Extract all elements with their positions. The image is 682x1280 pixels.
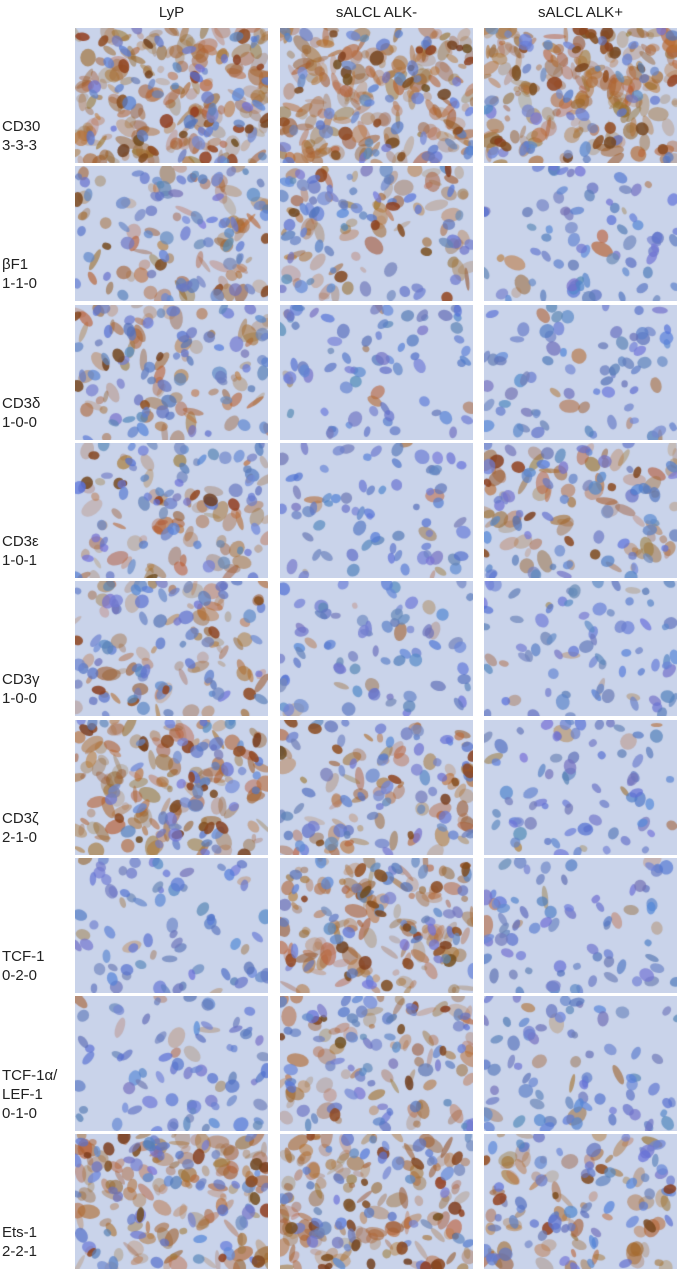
- micrograph-panel: [75, 996, 268, 1132]
- micrograph-panel: [280, 581, 473, 717]
- score-text: 1-1-0: [2, 275, 38, 293]
- micrograph-panel: [75, 581, 268, 717]
- marker-name: TCF-1: [2, 947, 45, 965]
- micrograph-panel: [75, 719, 268, 855]
- micrograph-panel: [75, 857, 268, 993]
- marker-name: LEF-1: [2, 1086, 43, 1104]
- row-label: Ets-1 2-2-1: [2, 1223, 37, 1261]
- micrograph-panel: [484, 996, 677, 1132]
- row-label: CD3ε 1-0-1: [2, 532, 39, 570]
- row-label: TCF-1α/LEF-1 0-1-0: [2, 1066, 57, 1123]
- micrograph-panel: [280, 442, 473, 578]
- micrograph-panel: [484, 719, 677, 855]
- marker-name: Ets-1: [2, 1224, 38, 1242]
- marker-name: βF1: [2, 256, 29, 274]
- micrograph-panel: [280, 1134, 473, 1270]
- micrograph-panel: [280, 996, 473, 1132]
- micrograph-panel: [280, 857, 473, 993]
- micrograph-panel: [484, 28, 677, 163]
- score-text: 0-1-0: [2, 1105, 38, 1123]
- row-label: TCF-1 0-2-0: [2, 947, 45, 985]
- marker-name: CD3δ: [2, 394, 41, 412]
- score-text: 1-0-0: [2, 690, 38, 708]
- micrograph-panel: [75, 442, 268, 578]
- score-text: 3-3-3: [2, 137, 38, 154]
- micrograph-panel: [484, 166, 677, 302]
- score-text: 0-2-0: [2, 966, 38, 984]
- micrograph-panel: [484, 581, 677, 717]
- micrograph-panel: [75, 166, 268, 302]
- marker-name: CD3γ: [2, 671, 40, 689]
- row-label: CD30 3-3-3: [2, 117, 40, 155]
- score-text: 1-0-0: [2, 413, 38, 431]
- row-label: CD3ζ 2-1-0: [2, 809, 39, 847]
- row-label: βF1 1-1-0: [2, 255, 37, 293]
- column-header: sALCL ALK-: [335, 4, 418, 21]
- score-text: 2-2-1: [2, 1243, 38, 1261]
- score-text: 1-0-1: [2, 551, 38, 569]
- micrograph-panel: [280, 28, 473, 163]
- marker-name: CD3ε: [2, 532, 39, 550]
- column-header: sALCL ALK+: [538, 4, 623, 21]
- marker-name: CD3ζ: [2, 809, 39, 827]
- micrograph-panel: [484, 442, 677, 578]
- marker-name: CD30: [2, 118, 41, 135]
- micrograph-panel: [484, 857, 677, 993]
- score-text: 2-1-0: [2, 828, 38, 846]
- micrograph-panel: [280, 166, 473, 302]
- marker-name: TCF-1α/: [2, 1067, 58, 1085]
- micrograph-panel: [484, 304, 677, 440]
- row-label: CD3γ 1-0-0: [2, 670, 40, 708]
- column-header: LyP: [158, 4, 185, 21]
- row-label: CD3δ 1-0-0: [2, 394, 40, 432]
- micrograph-panel: [280, 304, 473, 440]
- micrograph-panel: [75, 304, 268, 440]
- micrograph-panel: [484, 1134, 677, 1270]
- micrograph-panel: [280, 719, 473, 855]
- micrograph-panel: [75, 1134, 268, 1270]
- micrograph-panel: [75, 28, 268, 163]
